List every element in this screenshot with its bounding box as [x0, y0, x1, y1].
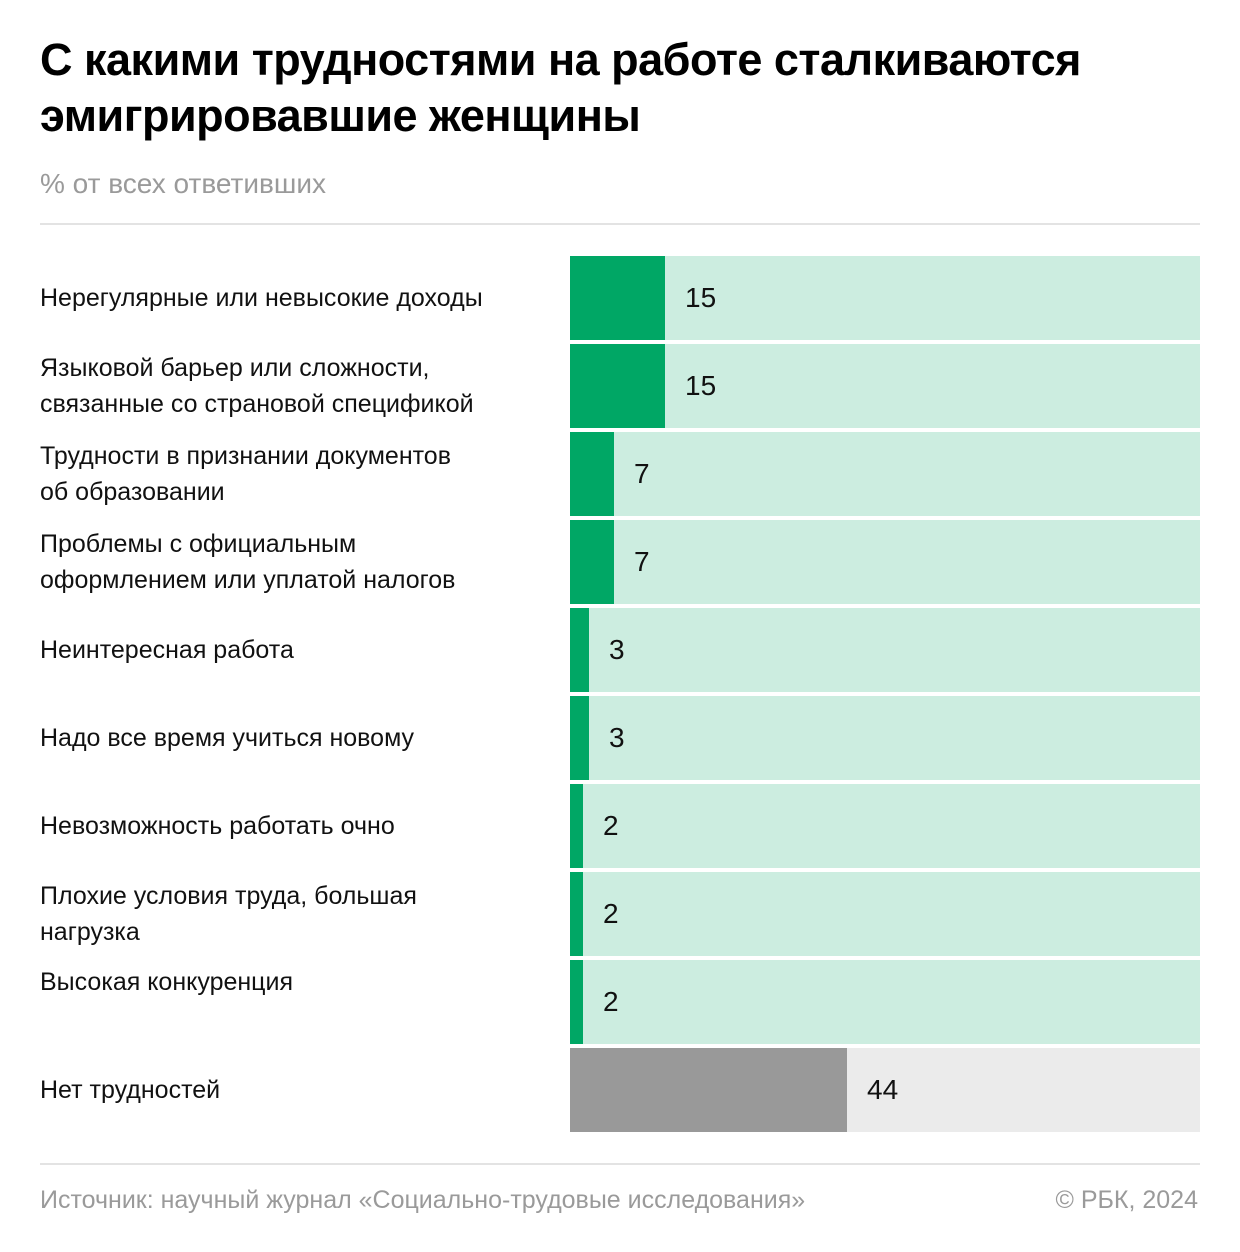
- bar: [570, 344, 665, 428]
- bar: [570, 520, 614, 604]
- category-label: Языковой барьер или сложности, связанные …: [40, 344, 560, 428]
- category-label-text: Проблемы с официальным оформлением или уп…: [40, 530, 456, 594]
- category-label-text: Надо все время учиться новому: [40, 724, 415, 752]
- category-label-text: Нет трудностей: [40, 1076, 221, 1104]
- bar-track: 15: [570, 344, 1200, 428]
- category-label-text: Языковой барьер или сложности, связанные …: [40, 354, 474, 418]
- bar: [570, 960, 583, 1044]
- bar-row: Нет трудностей 44: [40, 1048, 1200, 1132]
- data-label: 7: [634, 546, 650, 577]
- category-label-text: Плохие условия труда, большая нагрузка: [40, 882, 417, 946]
- bar-track: 44: [570, 1048, 1200, 1132]
- data-label: 2: [603, 810, 619, 841]
- bar: [570, 256, 665, 340]
- bar-track: 2: [570, 784, 1200, 868]
- bar-row: Трудности в признании документов об образ…: [40, 432, 1200, 516]
- bar-track: 3: [570, 696, 1200, 780]
- bar-row: Плохие условия труда, большая нагрузка 2: [40, 872, 1200, 956]
- category-label: Нерегулярные или невысокие доходы: [40, 256, 560, 340]
- data-label: 3: [609, 634, 625, 665]
- bar: [570, 696, 589, 780]
- data-label: 2: [603, 986, 619, 1017]
- bar-track: 3: [570, 608, 1200, 692]
- data-label: 15: [685, 282, 717, 313]
- category-label-text: Нерегулярные или невысокие доходы: [40, 284, 483, 312]
- bar: [570, 784, 583, 868]
- data-label: 7: [634, 458, 650, 489]
- category-label-text: Высокая конкуренция: [40, 968, 294, 996]
- category-label-text: Неинтересная работа: [40, 636, 294, 664]
- bar-track: 7: [570, 432, 1200, 516]
- category-label-text: Невозможность работать очно: [40, 812, 395, 840]
- category-label: Проблемы с официальным оформлением или уп…: [40, 520, 560, 604]
- bar-row: Надо все время учиться новому 3: [40, 696, 1200, 780]
- bottom-divider: [40, 1163, 1200, 1165]
- bar-track: 15: [570, 256, 1200, 340]
- data-label: 44: [867, 1074, 899, 1105]
- data-label: 15: [685, 370, 717, 401]
- category-label-text: Трудности в признании документов об образ…: [40, 442, 451, 506]
- bar-row: Проблемы с официальным оформлением или уп…: [40, 520, 1200, 604]
- data-label: 2: [603, 898, 619, 929]
- bar-row: Языковой барьер или сложности, связанные …: [40, 344, 1200, 428]
- chart-title: С какими трудностями на работе сталкиваю…: [40, 34, 1081, 141]
- category-label: Неинтересная работа: [40, 608, 560, 692]
- top-divider: [40, 223, 1200, 225]
- category-label: Трудности в признании документов об образ…: [40, 432, 560, 516]
- bar: [570, 872, 583, 956]
- category-label: Высокая конкуренция: [40, 960, 560, 1044]
- bar-track: 2: [570, 960, 1200, 1044]
- bar: [570, 608, 589, 692]
- bar-row: Неинтересная работа 3: [40, 608, 1200, 692]
- chart-subtitle: % от всех ответивших: [40, 168, 326, 199]
- bar: [570, 432, 614, 516]
- data-label: 3: [609, 722, 625, 753]
- source-note: Источник: научный журнал «Социально-труд…: [40, 1186, 806, 1214]
- bar-row: Невозможность работать очно 2: [40, 784, 1200, 868]
- bar-row: Высокая конкуренция 2: [40, 960, 1200, 1044]
- bar-track: 7: [570, 520, 1200, 604]
- category-label: Надо все время учиться новому: [40, 696, 560, 780]
- category-label: Плохие условия труда, большая нагрузка: [40, 872, 560, 956]
- bar-row: Нерегулярные или невысокие доходы 15: [40, 256, 1200, 340]
- category-label: Нет трудностей: [40, 1048, 560, 1132]
- category-label: Невозможность работать очно: [40, 784, 560, 868]
- bar-track: 2: [570, 872, 1200, 956]
- copyright: © РБК, 2024: [1055, 1186, 1198, 1214]
- bar: [570, 1048, 847, 1132]
